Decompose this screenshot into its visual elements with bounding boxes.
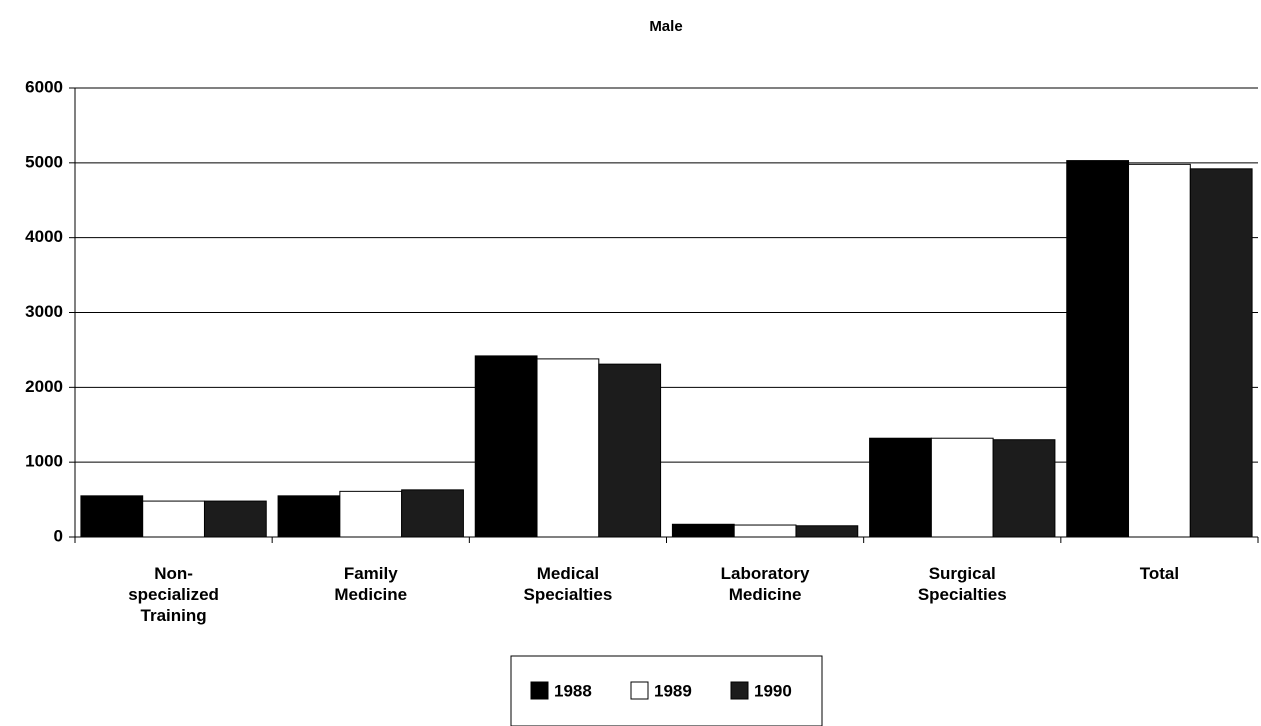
legend-label: 1989 bbox=[654, 681, 692, 700]
legend-swatch bbox=[530, 681, 549, 700]
bar bbox=[733, 524, 797, 538]
bar bbox=[142, 500, 205, 538]
x-tick-label: Total bbox=[1139, 564, 1180, 583]
bar bbox=[203, 500, 267, 538]
y-tick-label: 5000 bbox=[25, 152, 63, 171]
bar bbox=[992, 439, 1056, 538]
bar bbox=[1189, 168, 1253, 538]
bar bbox=[869, 437, 932, 538]
bar bbox=[671, 523, 735, 538]
y-tick-label: 6000 bbox=[25, 77, 63, 96]
x-tick-label: Non-specialized Training bbox=[128, 564, 219, 625]
bar bbox=[474, 355, 538, 538]
y-tick-label: 3000 bbox=[25, 302, 63, 321]
y-tick-label: 1000 bbox=[25, 452, 63, 471]
bar bbox=[339, 490, 403, 538]
bar bbox=[930, 437, 994, 538]
bar bbox=[401, 489, 464, 538]
bar bbox=[80, 495, 144, 538]
bar bbox=[1128, 163, 1191, 538]
x-tick-label: Family Medicine bbox=[334, 564, 408, 604]
y-tick-label: 2000 bbox=[25, 377, 63, 396]
bar bbox=[277, 495, 341, 538]
x-tick-label: Surgical Specialties bbox=[917, 564, 1007, 604]
bar bbox=[536, 358, 600, 538]
legend-label: 1988 bbox=[554, 681, 592, 700]
legend-label: 1990 bbox=[754, 681, 792, 700]
bar bbox=[1066, 160, 1130, 538]
legend-swatch bbox=[630, 681, 649, 700]
x-tick-label: Medical Specialties bbox=[523, 564, 613, 604]
bar bbox=[598, 363, 662, 538]
x-tick-label: Laboratory Medicine bbox=[720, 564, 810, 604]
y-tick-label: 4000 bbox=[25, 227, 63, 246]
legend-box bbox=[510, 655, 823, 726]
y-tick-label: 0 bbox=[54, 526, 63, 545]
bar bbox=[795, 525, 859, 538]
legend-swatch bbox=[730, 681, 749, 700]
chart-title: Male bbox=[649, 18, 682, 35]
